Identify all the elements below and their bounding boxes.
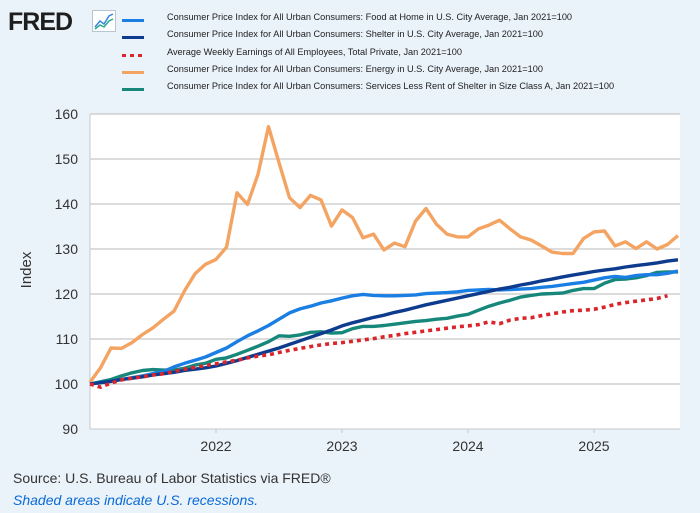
legend-swatch: [122, 53, 144, 57]
legend-label: Consumer Price Index for All Urban Consu…: [167, 29, 543, 40]
legend-swatch: [122, 70, 144, 74]
y-tick-label: 100: [55, 376, 79, 392]
y-tick-label: 160: [55, 106, 79, 122]
x-tick-label: 2023: [326, 438, 357, 454]
y-tick-label: 90: [62, 421, 78, 437]
chart-line-icon[interactable]: [92, 10, 116, 32]
legend-swatch: [122, 19, 144, 22]
legend-swatch: [122, 36, 144, 40]
legend-label: Consumer Price Index for All Urban Consu…: [167, 12, 573, 22]
y-tick-label: 110: [56, 331, 79, 347]
series-line-1: [89, 258, 679, 386]
legend-label: Consumer Price Index for All Urban Consu…: [167, 81, 615, 92]
legend-label: Consumer Price Index for All Urban Consu…: [167, 63, 543, 74]
fred-logo[interactable]: FRED: [8, 8, 73, 36]
y-tick-label: 130: [55, 241, 79, 257]
series-line-0: [89, 269, 679, 386]
series-line-2: [89, 294, 668, 390]
source-note: Source: U.S. Bureau of Labor Statistics …: [13, 470, 331, 486]
x-tick-label: 2025: [578, 438, 609, 454]
plot-area: [90, 114, 680, 429]
y-tick-label: 140: [55, 196, 79, 212]
y-axis-label: Index: [18, 251, 35, 288]
recession-note: Shaded areas indicate U.S. recessions.: [13, 492, 259, 508]
y-tick-label: 120: [55, 286, 79, 302]
legend-swatch: [122, 88, 144, 92]
x-tick-label: 2022: [200, 438, 231, 454]
x-tick-label: 2024: [452, 438, 483, 454]
y-tick-label: 150: [55, 151, 79, 167]
series-line-4: [89, 270, 678, 386]
legend-label: Average Weekly Earnings of All Employees…: [167, 46, 462, 57]
series-line-3: [88, 124, 680, 384]
